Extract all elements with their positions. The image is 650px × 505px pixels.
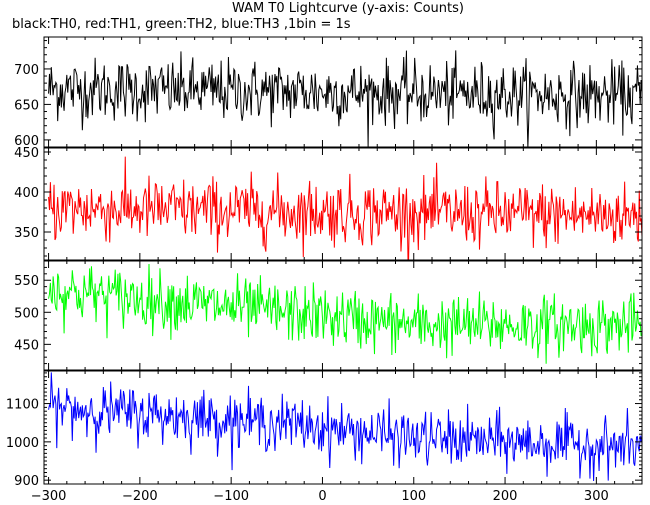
y-tick-label: 650 xyxy=(14,98,39,113)
x-tick-label: 100 xyxy=(401,489,426,504)
series-line-th3 xyxy=(48,372,642,481)
panel-frame xyxy=(43,260,643,371)
y-tick-label: 900 xyxy=(14,474,39,489)
x-tick-label: 200 xyxy=(493,489,518,504)
series-line-th1 xyxy=(48,156,642,260)
y-tick-label: 700 xyxy=(14,63,39,78)
x-tick-label: −200 xyxy=(122,489,158,504)
y-tick-label: 1000 xyxy=(6,436,39,451)
x-tick-label: 0 xyxy=(318,489,326,504)
panel-th3: 900 1000 1100 xyxy=(6,370,643,489)
x-axis: −300 −200 −100 0 100 200 300 xyxy=(31,489,609,504)
x-tick-label: −100 xyxy=(213,489,249,504)
panel-th0: 600 650 700 xyxy=(14,36,643,149)
panel-frame xyxy=(43,147,643,261)
y-tick-label: 350 xyxy=(14,226,39,241)
panel-frame xyxy=(43,370,643,485)
y-tick-label: 500 xyxy=(14,306,39,321)
chart-subtitle: black:TH0, red:TH1, green:TH2, blue:TH3 … xyxy=(12,17,351,32)
panel-th1: 350 400 450 xyxy=(14,146,643,261)
x-tick-label: 300 xyxy=(584,489,609,504)
y-tick-label: 450 xyxy=(14,338,39,353)
panel-frame xyxy=(43,36,643,148)
panels-layer: 600 650 700 350 400 450 450 500 550 900 1000 1100 xyxy=(6,36,643,489)
y-tick-label: 550 xyxy=(14,274,39,289)
series-line-th2 xyxy=(48,264,642,364)
panel-th2: 450 500 550 xyxy=(14,260,643,371)
x-tick-label: −300 xyxy=(31,489,67,504)
y-tick-label: 600 xyxy=(14,134,39,149)
series-line-th0 xyxy=(48,50,642,147)
chart-title: WAM T0 Lightcurve (y-axis: Counts) xyxy=(232,1,464,16)
y-tick-label: 450 xyxy=(14,146,39,161)
y-tick-label: 1100 xyxy=(6,398,39,413)
y-tick-label: 400 xyxy=(14,186,39,201)
